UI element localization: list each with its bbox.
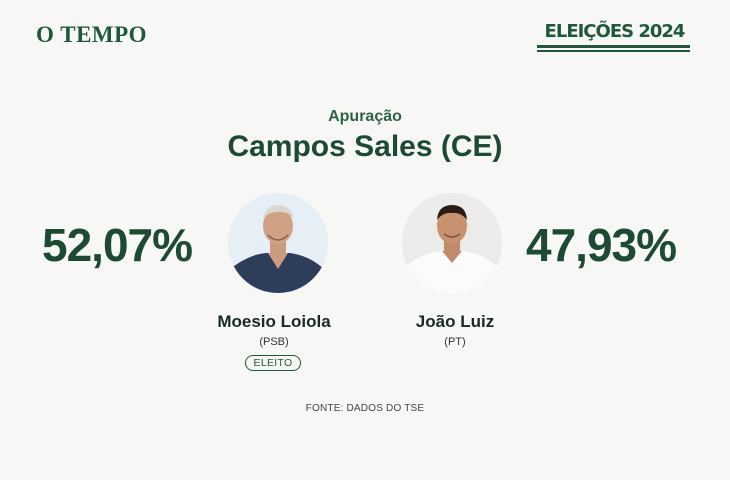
badge-underline-thin xyxy=(537,50,690,52)
candidate-2-percent: 47,93% xyxy=(526,219,677,271)
page-title: Campos Sales (CE) xyxy=(227,130,503,163)
o-tempo-logo: O TEMPO xyxy=(36,22,148,47)
candidate-1-party: (PSB) xyxy=(259,336,289,348)
candidate-2-name: João Luiz xyxy=(415,312,495,331)
data-source: FONTE: DADOS DO TSE xyxy=(305,403,425,414)
badge-underline xyxy=(537,45,690,48)
candidate-2-photo xyxy=(402,193,502,293)
page-subtitle: Apuração xyxy=(328,108,402,125)
badge-label: ELEIÇÕES 2024 xyxy=(544,21,686,42)
elected-badge: ELEITO xyxy=(245,355,301,371)
candidate-2-party: (PT) xyxy=(444,336,466,348)
elections-2024-badge: ELEIÇÕES 2024 xyxy=(537,20,690,54)
candidate-1-percent: 52,07% xyxy=(42,219,193,271)
candidate-1-photo xyxy=(228,193,328,293)
candidate-1-name: Moesio Loiola xyxy=(217,312,331,331)
